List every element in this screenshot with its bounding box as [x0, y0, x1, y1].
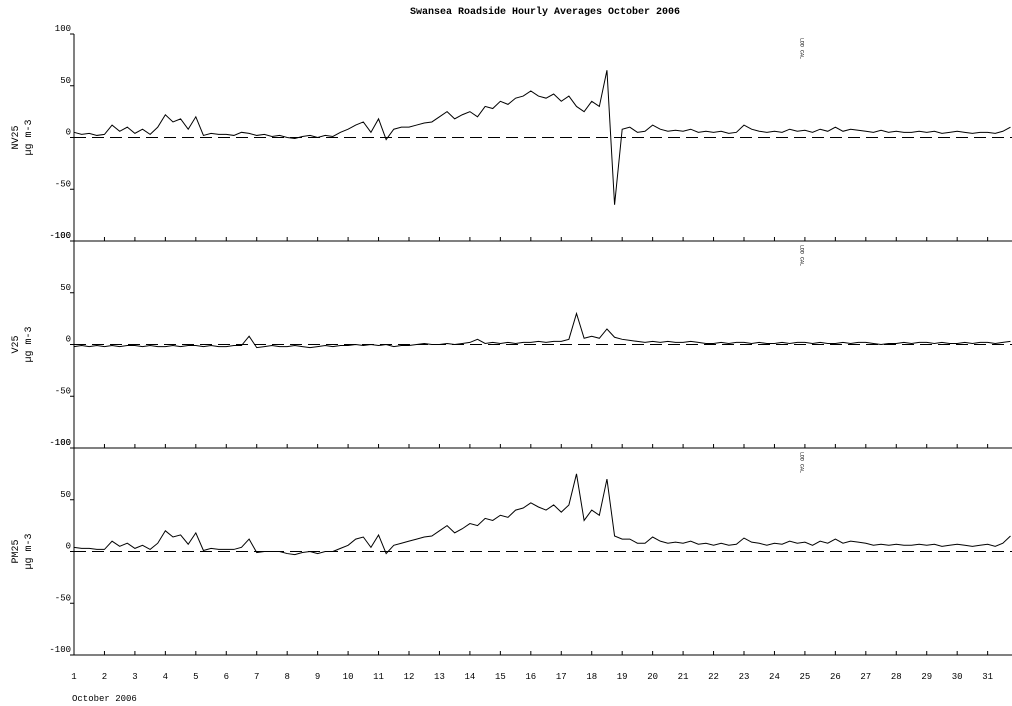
x-tick-label: 21 [678, 672, 689, 682]
x-tick-label: 29 [921, 672, 932, 682]
x-tick-label: 6 [224, 672, 229, 682]
x-tick-label: 8 [284, 672, 289, 682]
x-tick-label: 14 [465, 672, 476, 682]
annotation: LDD CAL [798, 452, 804, 473]
series-unit: µg m-3 [24, 119, 35, 155]
y-tick-label: -100 [49, 231, 71, 241]
annotation: LDD CAL [798, 245, 804, 266]
y-tick-label: 100 [55, 231, 71, 241]
y-tick-label: -100 [49, 645, 71, 655]
x-tick-label: 23 [739, 672, 750, 682]
chart-title: Swansea Roadside Hourly Averages October… [410, 6, 680, 18]
x-tick-label: 12 [404, 672, 415, 682]
x-tick-label: 4 [163, 672, 168, 682]
y-tick-label: 100 [55, 438, 71, 448]
series-name: V25 [11, 335, 22, 353]
series-line [73, 311, 1011, 349]
x-tick-label: 31 [982, 672, 993, 682]
x-tick-label: 27 [860, 672, 871, 682]
x-tick-label: 9 [315, 672, 320, 682]
x-tick-label: 30 [952, 672, 963, 682]
x-tick-label: 1 [71, 672, 76, 682]
series-name: NV25 [11, 125, 22, 149]
series-unit: µg m-3 [24, 533, 35, 569]
x-tick-label: 7 [254, 672, 259, 682]
x-tick-label: 18 [586, 672, 597, 682]
x-tick-label: 22 [708, 672, 719, 682]
x-tick-label: 16 [525, 672, 536, 682]
x-tick-label: 28 [891, 672, 902, 682]
series-unit: µg m-3 [24, 326, 35, 362]
x-tick-label: 2 [102, 672, 107, 682]
x-tick-label: 11 [373, 672, 384, 682]
annotation: LDD CAL [798, 38, 804, 59]
y-tick-label: 100 [55, 24, 71, 34]
x-tick-label: 13 [434, 672, 445, 682]
y-tick-label: 50 [60, 490, 71, 500]
y-tick-label: 50 [60, 283, 71, 293]
y-tick-label: 0 [66, 335, 71, 345]
series-line [73, 70, 1011, 205]
y-tick-label: 0 [66, 542, 71, 552]
x-tick-label: 24 [769, 672, 780, 682]
y-tick-label: -100 [49, 438, 71, 448]
x-tick-label: 10 [343, 672, 354, 682]
x-tick-label: 5 [193, 672, 198, 682]
x-tick-label: 25 [800, 672, 811, 682]
x-axis-label: October 2006 [72, 694, 137, 704]
x-tick-label: 3 [132, 672, 137, 682]
y-tick-label: -50 [55, 593, 71, 603]
x-tick-label: 15 [495, 672, 506, 682]
y-tick-label: 0 [66, 128, 71, 138]
y-tick-label: -50 [55, 179, 71, 189]
series-line [73, 473, 1011, 556]
x-tick-label: 17 [556, 672, 567, 682]
y-tick-label: -50 [55, 386, 71, 396]
x-tick-label: 26 [830, 672, 841, 682]
x-tick-label: 19 [617, 672, 628, 682]
y-tick-label: 50 [60, 76, 71, 86]
series-name: PM25 [11, 539, 22, 563]
x-tick-label: 20 [647, 672, 658, 682]
